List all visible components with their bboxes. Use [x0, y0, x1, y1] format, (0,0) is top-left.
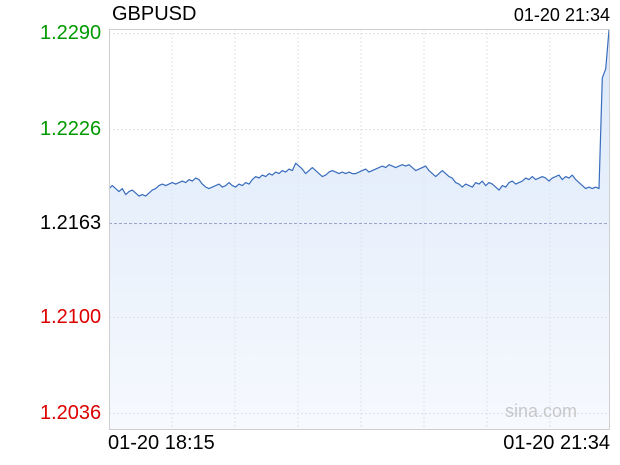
- y-tick-label: 1.2100: [40, 306, 102, 329]
- price-line: [108, 29, 610, 197]
- watermark-text: sina.com: [505, 401, 578, 421]
- plot-frame: [109, 29, 610, 430]
- y-tick-label: 1.2163: [40, 212, 102, 234]
- y-tick-label: 1.2036: [40, 402, 102, 424]
- chart-title: GBPUSD: [112, 3, 197, 25]
- x-tick-label: 01-20 21:34: [503, 432, 610, 454]
- y-tick-label: 1.2290: [40, 22, 102, 44]
- y-tick-label: 1.2226: [40, 117, 102, 140]
- timestamp: 01-20 21:34: [513, 5, 610, 25]
- x-tick-label: 01-20 18:15: [108, 432, 215, 454]
- price-area: [109, 30, 609, 429]
